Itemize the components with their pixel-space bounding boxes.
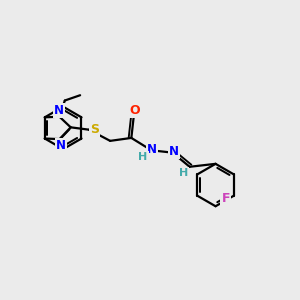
Text: H: H — [178, 168, 188, 178]
Text: O: O — [130, 104, 140, 117]
Text: N: N — [147, 142, 157, 156]
Text: F: F — [221, 192, 230, 205]
Text: N: N — [56, 139, 66, 152]
Text: N: N — [54, 104, 64, 117]
Text: N: N — [169, 145, 179, 158]
Text: H: H — [139, 152, 148, 162]
Text: S: S — [90, 123, 99, 136]
